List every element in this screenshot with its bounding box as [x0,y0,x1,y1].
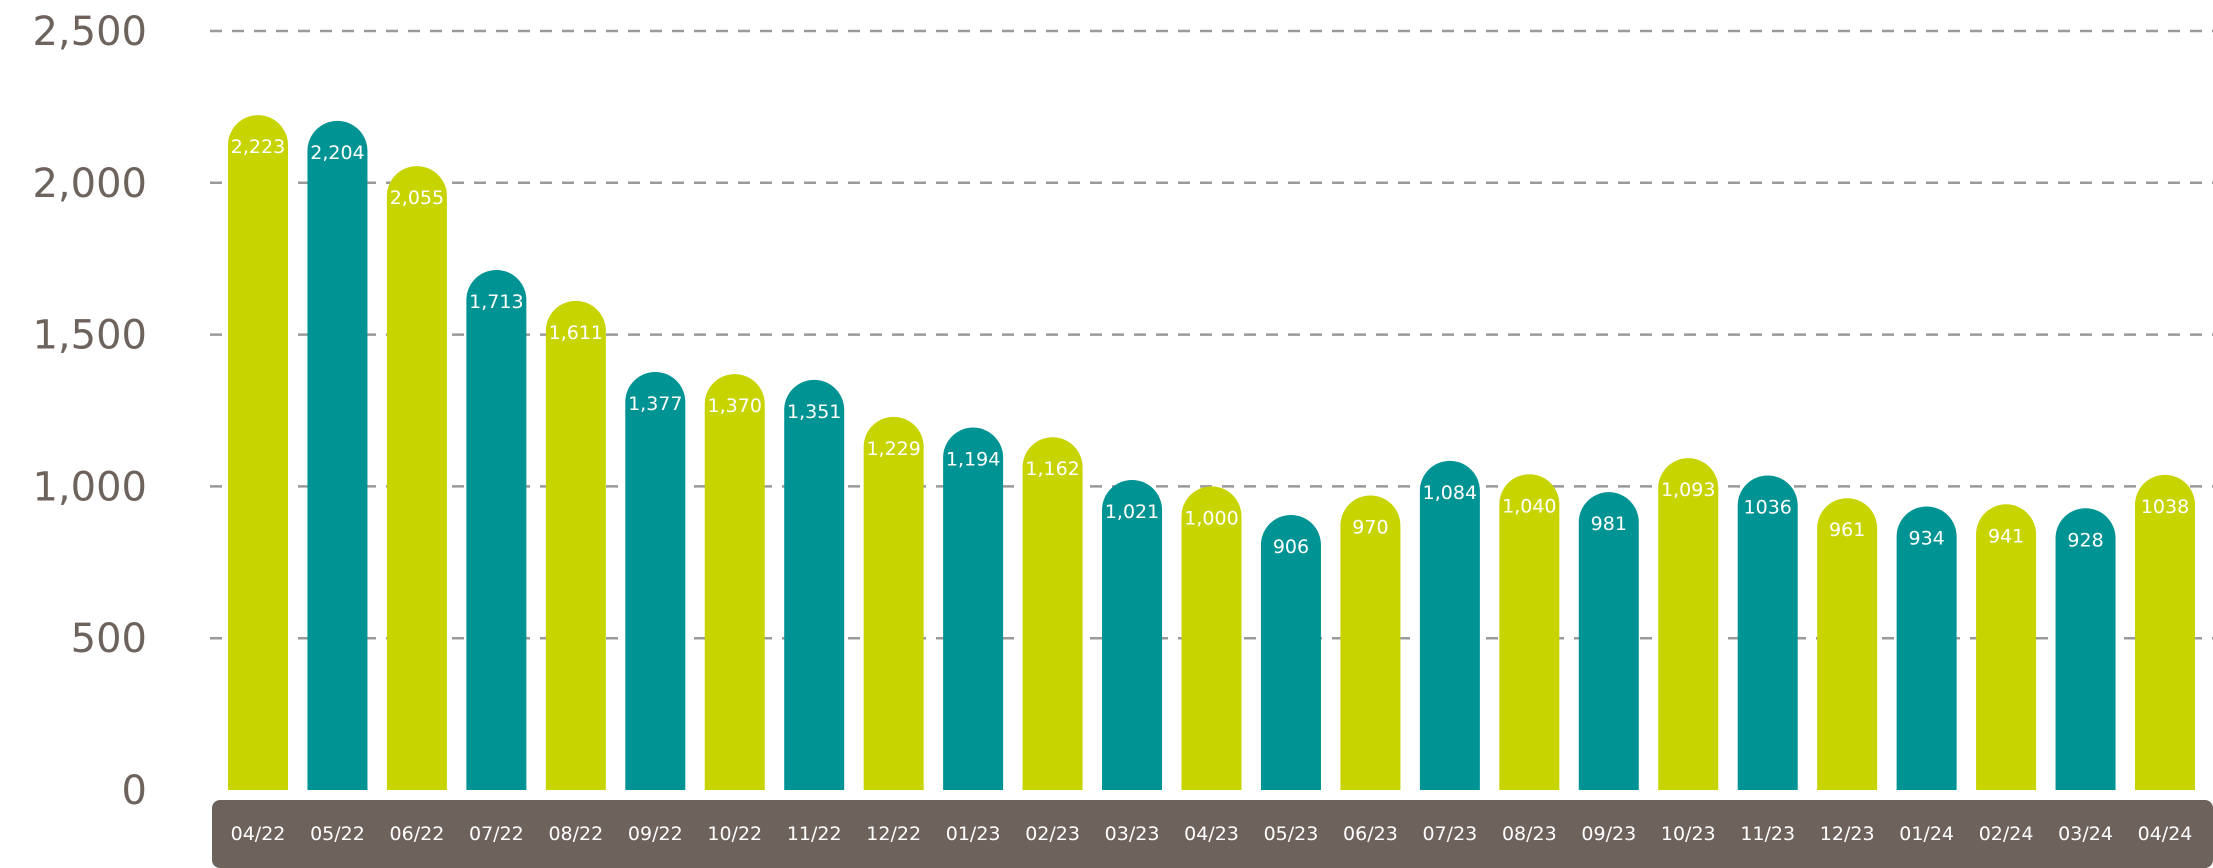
x-tick-label: 10/23 [1661,823,1716,845]
y-tick-label: 0 [122,768,147,814]
x-tick-label: 04/24 [2138,823,2193,845]
bar [943,427,1004,790]
x-tick-label: 04/23 [1184,823,1239,845]
x-tick-label: 02/24 [1979,823,2034,845]
x-tick-label: 05/23 [1264,823,1319,845]
x-tick-label: 03/23 [1105,823,1160,845]
x-tick-label: 10/22 [707,823,762,845]
y-tick-label: 2,500 [32,9,147,55]
x-tick-label: 07/23 [1422,823,1477,845]
bar-value-label: 1,093 [1661,479,1715,501]
bar [1022,437,1083,790]
bar-value-label: 1,084 [1423,482,1477,504]
y-tick-label: 1,000 [32,464,147,510]
bar [1340,495,1401,790]
bar [863,416,924,790]
bar-value-label: 1,377 [628,393,682,415]
y-axis-tick-labels: 0 500 1,000 1,500 2,000 2,500 [32,9,147,814]
y-tick-label: 2,000 [32,161,147,207]
bar-value-label: 1036 [1744,496,1792,518]
bar [784,379,845,790]
bar-value-label: 1038 [2141,496,2189,518]
bar [228,115,288,790]
x-tick-label: 09/23 [1581,823,1636,845]
bar [1976,504,2037,790]
x-tick-label: 08/22 [548,823,603,845]
bar-value-label: 2,055 [390,187,444,209]
x-tick-label: 11/22 [787,823,842,845]
bar-value-label: 934 [1908,527,1944,549]
bar-value-label: 2,204 [310,142,364,164]
x-tick-label: 06/23 [1343,823,1398,845]
bar-value-label: 961 [1829,519,1865,541]
bar-value-label: 928 [2067,529,2103,551]
bar [1658,458,1719,790]
bar [625,371,686,790]
bar [1737,475,1798,790]
bar [466,269,527,790]
bar [1181,486,1242,790]
bar-value-label: 981 [1591,513,1627,535]
bar [2135,474,2196,790]
bar-value-label: 906 [1273,536,1309,558]
bar-value-label: 1,000 [1184,507,1238,529]
bar [545,300,606,790]
bar-value-label: 2,223 [231,136,285,158]
bar-value-label: 1,351 [787,401,841,423]
bar [1102,480,1163,790]
bar-value-label: 1,021 [1105,501,1159,523]
bar [704,374,765,790]
x-tick-label: 07/22 [469,823,524,845]
bar [1260,514,1321,790]
bar-value-label: 1,611 [549,322,603,344]
x-axis-tick-labels: 04/22 05/22 06/22 07/22 08/22 09/22 10/22 11/22… [231,823,2193,845]
x-tick-label: 12/23 [1820,823,1875,845]
bar-value-label: 941 [1988,525,2024,547]
y-tick-label: 1,500 [32,313,147,359]
x-axis-band [212,800,2213,868]
x-tick-label: 09/22 [628,823,683,845]
bar-value-label: 1,040 [1502,495,1556,517]
bar [386,166,447,791]
bar-value-label: 1,229 [866,438,920,460]
bar [307,120,368,790]
x-tick-label: 02/23 [1025,823,1080,845]
bar-value-label: 1,713 [469,291,523,313]
bar-value-label: 1,370 [708,395,762,417]
x-tick-label: 06/22 [390,823,445,845]
x-tick-label: 04/22 [231,823,286,845]
bar [1817,498,1878,790]
bar [1578,492,1639,790]
y-tick-label: 500 [71,616,147,662]
x-tick-label: 05/22 [310,823,365,845]
bar [1419,460,1480,790]
x-tick-label: 01/23 [946,823,1001,845]
bar [1896,506,1957,790]
x-tick-label: 08/23 [1502,823,1557,845]
bars: 2,223 2,204 2,055 1,713 1,611 1,377 1,370 1,351… [228,115,2196,791]
bar [1499,474,1560,790]
x-tick-label: 12/22 [866,823,921,845]
x-tick-label: 01/24 [1899,823,1954,845]
bar-value-label: 1,194 [946,449,1000,471]
bar-value-label: 970 [1352,517,1388,539]
x-tick-label: 03/24 [2058,823,2113,845]
x-tick-label: 11/23 [1740,823,1795,845]
bar-value-label: 1,162 [1025,458,1079,480]
bar [2055,508,2116,790]
